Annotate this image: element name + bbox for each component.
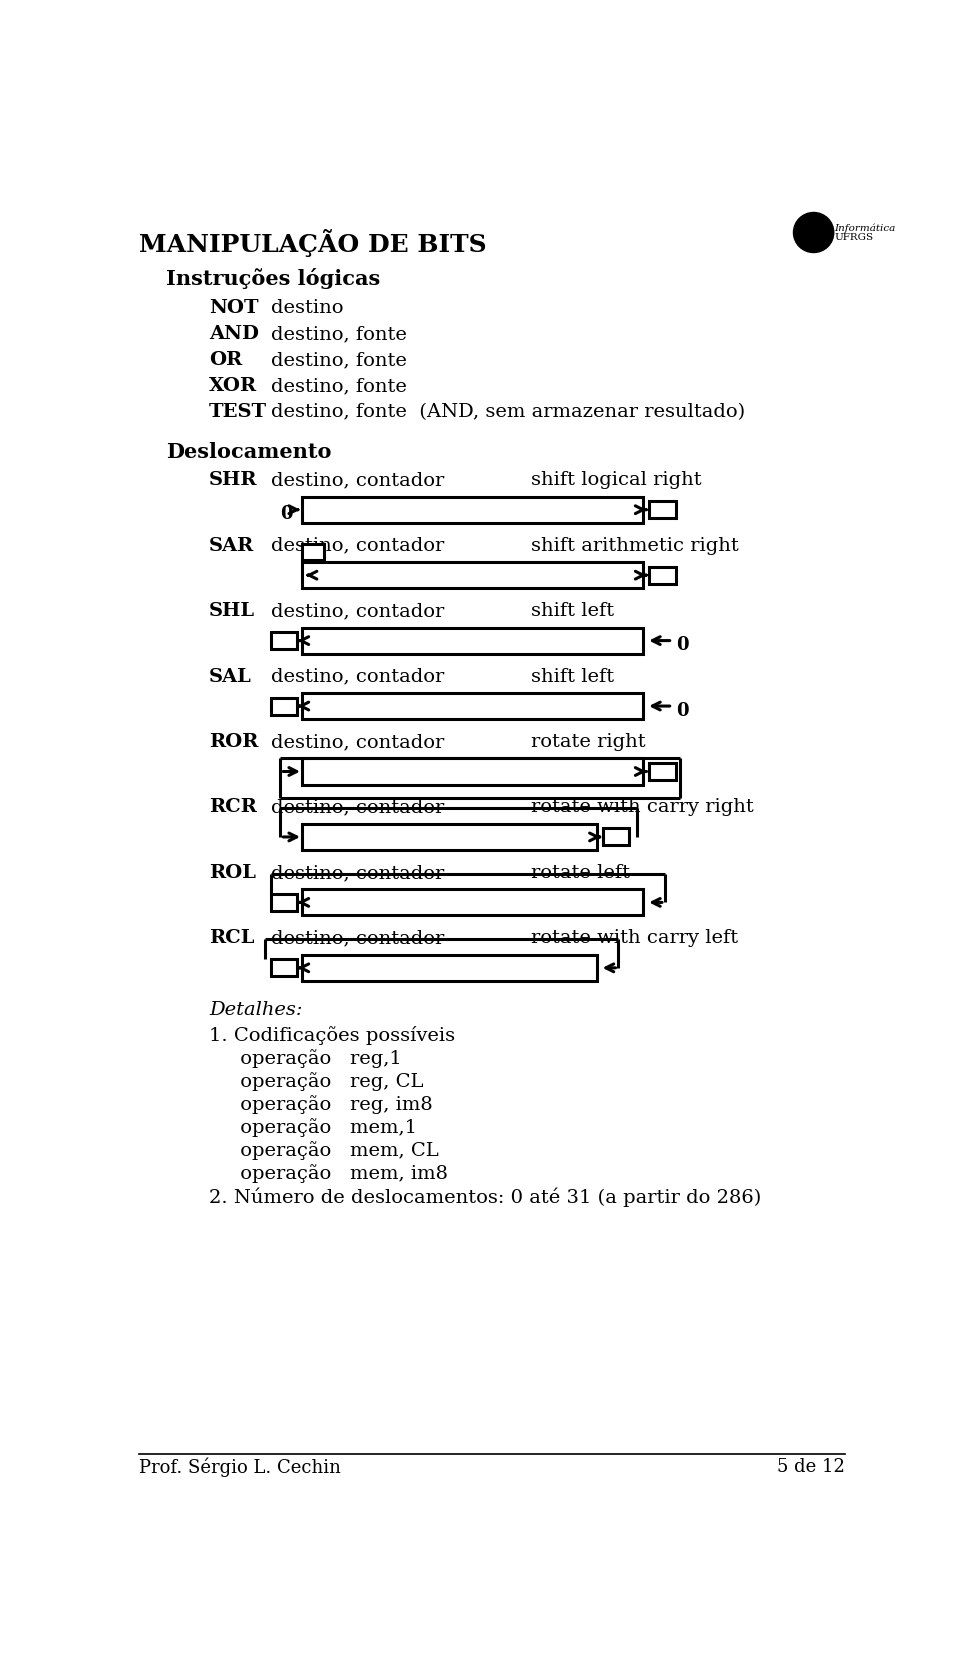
Bar — [302, 627, 643, 654]
Text: CF: CF — [606, 831, 627, 844]
Bar — [271, 894, 298, 911]
Text: XOR: XOR — [209, 377, 257, 395]
Text: destino, contador: destino, contador — [271, 537, 444, 555]
Bar — [603, 829, 629, 846]
Text: Deslocamento: Deslocamento — [166, 442, 332, 462]
Text: Detalhes:: Detalhes: — [209, 1001, 302, 1019]
Text: UFRGS: UFRGS — [834, 234, 874, 242]
Text: Prof. Sérgio L. Cechin: Prof. Sérgio L. Cechin — [139, 1458, 341, 1478]
Text: rotate with carry left: rotate with carry left — [531, 929, 738, 947]
Bar — [302, 497, 643, 522]
Text: rotate left: rotate left — [531, 864, 630, 882]
Bar — [649, 762, 676, 781]
Text: operação   mem,1: operação mem,1 — [209, 1118, 418, 1138]
Text: destino, contador: destino, contador — [271, 929, 444, 947]
Bar — [302, 954, 596, 981]
Text: ROR: ROR — [209, 732, 258, 751]
Text: RCL: RCL — [209, 929, 254, 947]
Bar — [271, 697, 298, 714]
Text: shift arithmetic right: shift arithmetic right — [531, 537, 738, 555]
Text: destino: destino — [271, 299, 344, 317]
Text: AND: AND — [209, 325, 259, 344]
Text: destino, contador: destino, contador — [271, 602, 444, 620]
Text: CF: CF — [652, 504, 673, 517]
Text: destino, contador: destino, contador — [271, 799, 444, 816]
Text: SHR: SHR — [209, 470, 257, 489]
Text: SHL: SHL — [209, 602, 255, 620]
Text: Informática: Informática — [834, 224, 896, 234]
Text: CF: CF — [652, 569, 673, 582]
Text: 2. Número de deslocamentos: 0 até 31 (a partir do 286): 2. Número de deslocamentos: 0 até 31 (a … — [209, 1188, 761, 1208]
Text: CF: CF — [274, 634, 295, 649]
Text: shift logical right: shift logical right — [531, 470, 702, 489]
Bar — [302, 544, 324, 560]
Text: NOT: NOT — [209, 299, 259, 317]
Text: destino, contador: destino, contador — [271, 470, 444, 489]
Text: 5 de 12: 5 de 12 — [777, 1458, 845, 1476]
Text: TEST: TEST — [209, 404, 267, 422]
Text: operação   mem, im8: operação mem, im8 — [209, 1164, 448, 1183]
Bar — [302, 889, 643, 916]
Text: destino, contador: destino, contador — [271, 667, 444, 686]
Text: 0: 0 — [280, 505, 293, 524]
Bar — [649, 567, 676, 584]
Text: 0: 0 — [677, 702, 689, 719]
Text: CF: CF — [274, 896, 295, 911]
Bar — [302, 562, 643, 589]
Text: CF: CF — [274, 701, 295, 714]
Text: CF: CF — [652, 766, 673, 779]
Text: operação   reg,1: operação reg,1 — [209, 1049, 402, 1068]
Circle shape — [794, 212, 834, 252]
Text: SAL: SAL — [209, 667, 252, 686]
Text: CF: CF — [274, 962, 295, 976]
Text: operação   reg, CL: operação reg, CL — [209, 1073, 423, 1091]
Text: OR: OR — [209, 350, 242, 369]
Text: RCR: RCR — [209, 799, 257, 816]
Text: destino, fonte: destino, fonte — [271, 377, 407, 395]
Text: destino, fonte: destino, fonte — [271, 325, 407, 344]
Text: destino, fonte: destino, fonte — [271, 350, 407, 369]
Text: Instruções lógicas: Instruções lógicas — [166, 269, 381, 289]
Bar — [271, 959, 298, 976]
Text: destino, contador: destino, contador — [271, 732, 444, 751]
Bar — [302, 692, 643, 719]
Text: 0: 0 — [677, 636, 689, 654]
Text: destino, contador: destino, contador — [271, 864, 444, 882]
Text: rotate right: rotate right — [531, 732, 645, 751]
Text: ROL: ROL — [209, 864, 256, 882]
Text: MANIPULAÇÃO DE BITS: MANIPULAÇÃO DE BITS — [139, 230, 487, 257]
Bar — [302, 759, 643, 784]
Text: shift left: shift left — [531, 602, 613, 620]
Bar — [271, 632, 298, 649]
Bar — [649, 500, 676, 519]
Text: SAR: SAR — [209, 537, 254, 555]
Text: operação   reg, im8: operação reg, im8 — [209, 1094, 433, 1114]
Text: operação   mem, CL: operação mem, CL — [209, 1141, 439, 1159]
Text: shift left: shift left — [531, 667, 613, 686]
Text: destino, fonte  (AND, sem armazenar resultado): destino, fonte (AND, sem armazenar resul… — [271, 404, 745, 422]
Bar — [302, 824, 596, 851]
Text: 1. Codificações possíveis: 1. Codificações possíveis — [209, 1026, 455, 1044]
Text: rotate with carry right: rotate with carry right — [531, 799, 754, 816]
